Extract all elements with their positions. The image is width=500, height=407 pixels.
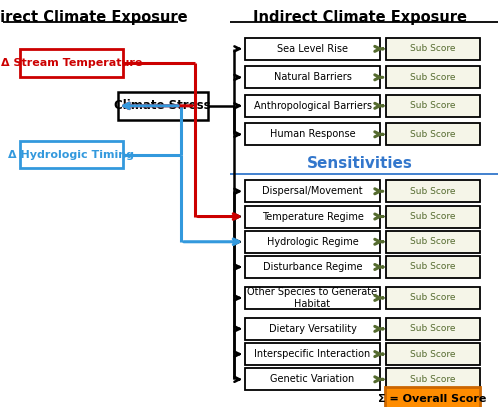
Text: Other Species to Generate
Habitat: Other Species to Generate Habitat — [248, 287, 378, 309]
Text: Climate Stress: Climate Stress — [114, 99, 211, 112]
Text: Δ Hydrologic Timing: Δ Hydrologic Timing — [8, 150, 134, 160]
Bar — [386, 256, 480, 278]
Bar — [386, 368, 480, 390]
Text: Sub Score: Sub Score — [410, 263, 456, 271]
Bar — [245, 256, 380, 278]
Text: Sub Score: Sub Score — [410, 73, 456, 82]
Bar — [386, 231, 480, 253]
Text: Sub Score: Sub Score — [410, 130, 456, 139]
Text: Dietary Versatility: Dietary Versatility — [268, 324, 356, 334]
Bar — [20, 141, 122, 168]
Text: Direct Climate Exposure: Direct Climate Exposure — [0, 10, 188, 25]
Text: Genetic Variation: Genetic Variation — [270, 374, 354, 384]
Bar — [386, 95, 480, 117]
Text: Sub Score: Sub Score — [410, 293, 456, 302]
Bar — [118, 92, 208, 120]
Text: Δ Stream Temperature: Δ Stream Temperature — [0, 58, 142, 68]
Text: Indirect Climate Exposure: Indirect Climate Exposure — [253, 10, 467, 25]
Bar — [245, 231, 380, 253]
Bar — [386, 206, 480, 228]
Bar — [245, 287, 380, 309]
Text: Temperature Regime: Temperature Regime — [262, 212, 364, 221]
Text: Sub Score: Sub Score — [410, 101, 456, 110]
Bar — [385, 387, 480, 407]
Bar — [386, 318, 480, 340]
Bar — [245, 180, 380, 202]
Text: Dispersal/Movement: Dispersal/Movement — [262, 186, 363, 196]
Text: Sub Score: Sub Score — [410, 375, 456, 384]
Text: Anthropological Barriers: Anthropological Barriers — [254, 101, 372, 111]
Text: Sea Level Rise: Sea Level Rise — [277, 44, 348, 54]
Text: Human Response: Human Response — [270, 129, 356, 139]
Bar — [245, 318, 380, 340]
Bar — [20, 49, 122, 77]
Text: Sub Score: Sub Score — [410, 212, 456, 221]
Text: Interspecific Interaction: Interspecific Interaction — [254, 349, 370, 359]
Bar — [245, 343, 380, 365]
Bar — [245, 123, 380, 145]
Text: Natural Barriers: Natural Barriers — [274, 72, 351, 82]
Text: Sensitivities: Sensitivities — [307, 156, 413, 171]
Bar — [245, 206, 380, 228]
Bar — [386, 287, 480, 309]
Text: Sub Score: Sub Score — [410, 44, 456, 53]
Text: Σ = Overall Score: Σ = Overall Score — [378, 394, 486, 404]
Bar — [245, 66, 380, 88]
Bar — [245, 368, 380, 390]
Bar — [245, 95, 380, 117]
Text: Sub Score: Sub Score — [410, 350, 456, 359]
Bar — [386, 343, 480, 365]
Text: Sub Score: Sub Score — [410, 324, 456, 333]
Text: Hydrologic Regime: Hydrologic Regime — [266, 237, 358, 247]
Bar — [386, 180, 480, 202]
Text: Sub Score: Sub Score — [410, 187, 456, 196]
Bar — [386, 123, 480, 145]
Bar — [245, 38, 380, 60]
Text: Sub Score: Sub Score — [410, 237, 456, 246]
Bar — [386, 38, 480, 60]
Text: Disturbance Regime: Disturbance Regime — [263, 262, 362, 272]
Bar — [386, 66, 480, 88]
